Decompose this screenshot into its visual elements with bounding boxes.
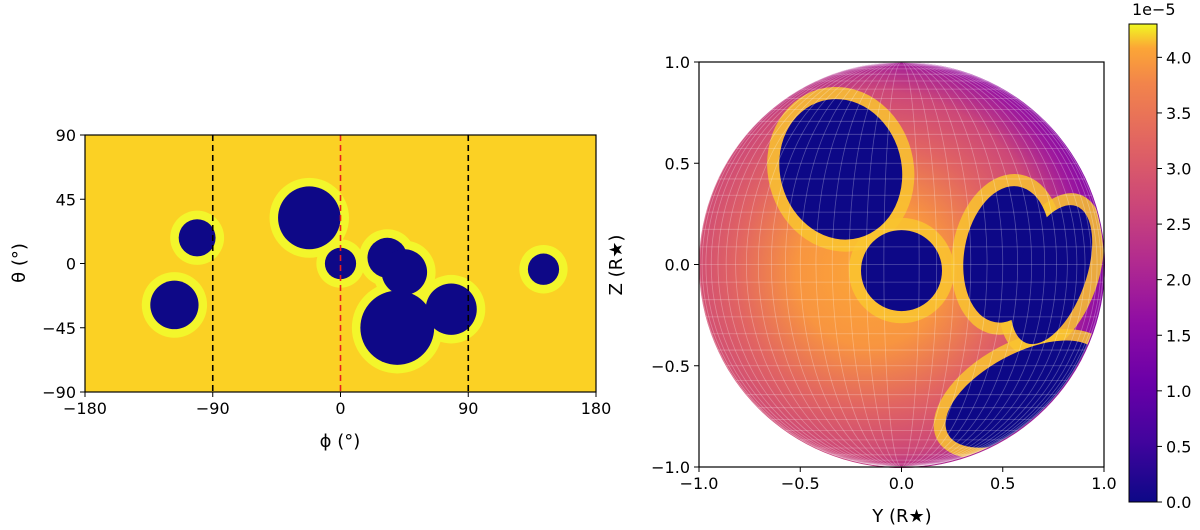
x-tick-label: 0.5 — [990, 474, 1015, 493]
colorbar-gradient — [1128, 23, 1158, 503]
starspot — [178, 219, 216, 257]
colorbar-tick-label: 3.0 — [1166, 160, 1191, 179]
colorbar-tick-label: 0.0 — [1166, 493, 1191, 512]
disc-grid-meridian — [745, 62, 1058, 467]
right-disc-panel: −1.0 −0.5 0.0 0.5 1.0 −1.0 −0.5 0.0 0.5 1.0 Y (R… — [606, 53, 1117, 527]
disc-grid-meridian — [699, 62, 1104, 467]
y-tick-label: 1.0 — [665, 53, 690, 72]
colorbar-tick-label: 1.0 — [1166, 382, 1191, 401]
disc-grid-meridian — [735, 62, 1068, 467]
disc-grid-meridian — [717, 62, 1086, 467]
disc-grid-meridian — [725, 62, 1078, 467]
spot-layer — [150, 186, 560, 365]
disc-grid-meridian — [770, 62, 1033, 467]
meridian-lines — [211, 135, 470, 392]
starspot — [425, 283, 477, 335]
colorbar-tick-label: 2.5 — [1166, 215, 1191, 234]
disc-grid-meridian — [757, 62, 1046, 467]
x-tick-label: 90 — [458, 399, 478, 418]
right-x-axis-label: Y (R★) — [871, 506, 931, 527]
y-tick-label: −1.0 — [651, 458, 690, 477]
x-tick-label: 180 — [581, 399, 612, 418]
disc-lat-lon-grid — [699, 62, 1104, 467]
left-y-axis-label: θ (°) — [9, 243, 30, 283]
x-tick-label: −90 — [196, 399, 230, 418]
disc-grid-meridian — [883, 62, 920, 467]
colorbar-tick-label: 4.0 — [1166, 48, 1191, 67]
disc-grid-meridian — [799, 62, 1004, 467]
starspot — [278, 186, 341, 250]
starspot — [324, 247, 357, 280]
left-y-ticks: −90 −45 0 45 90 — [42, 126, 85, 402]
right-y-ticks: −1.0 −0.5 0.0 0.5 1.0 — [651, 53, 699, 477]
colorbar-offset-label: 1e−5 — [1132, 0, 1176, 19]
starspot — [150, 280, 199, 330]
y-tick-label: 0.5 — [665, 154, 690, 173]
starspot — [360, 290, 435, 365]
y-tick-label: −0.5 — [651, 357, 690, 376]
x-tick-label: −0.5 — [781, 474, 820, 493]
disc-spot-layer — [779, 99, 1101, 448]
x-tick-label: 0.0 — [889, 474, 914, 493]
left-x-ticks: −180 −90 0 90 180 — [63, 392, 611, 418]
y-tick-label: −45 — [42, 319, 76, 338]
disc-starspot — [945, 340, 1101, 448]
disc-grid-meridian — [848, 62, 955, 467]
x-tick-label: −180 — [63, 399, 107, 418]
y-tick-label: 90 — [56, 126, 76, 145]
disc-starspot — [1010, 205, 1093, 345]
disc-starspot — [861, 230, 942, 312]
y-tick-label: 0 — [66, 255, 76, 274]
disc-starspot — [779, 99, 903, 240]
colorbar-tick-label: 3.5 — [1166, 104, 1191, 123]
disc-grid-meridian — [865, 62, 938, 467]
x-tick-label: 0 — [335, 399, 345, 418]
disc-grid-meridian — [784, 62, 1019, 467]
colorbar-tick-label: 0.5 — [1166, 437, 1191, 456]
colorbar-ticks: 0.0 0.5 1.0 1.5 2.0 2.5 3.0 3.5 4.0 — [1157, 48, 1191, 512]
x-tick-label: −1.0 — [680, 474, 719, 493]
y-tick-label: 0.0 — [665, 256, 690, 275]
colorbar: 0.0 0.5 1.0 1.5 2.0 2.5 3.0 3.5 4.0 1e−5 — [1128, 0, 1191, 512]
starspot — [381, 249, 428, 295]
x-tick-label: 1.0 — [1091, 474, 1116, 493]
colorbar-tick-label: 2.0 — [1166, 271, 1191, 290]
y-tick-label: −90 — [42, 383, 76, 402]
starspot — [527, 253, 560, 285]
disc-grid-meridian — [705, 62, 1098, 467]
y-tick-label: 45 — [56, 190, 76, 209]
disc-grid-meridian — [701, 62, 1102, 467]
disc-grid-meridian — [710, 62, 1093, 467]
right-x-ticks: −1.0 −0.5 0.0 0.5 1.0 — [680, 467, 1117, 493]
colorbar-tick-label: 1.5 — [1166, 326, 1191, 345]
right-y-axis-label: Z (R★) — [606, 235, 627, 296]
left-x-axis-label: ϕ (°) — [320, 431, 361, 452]
disc-grid-meridian — [815, 62, 988, 467]
disc-grid-meridian — [831, 62, 972, 467]
